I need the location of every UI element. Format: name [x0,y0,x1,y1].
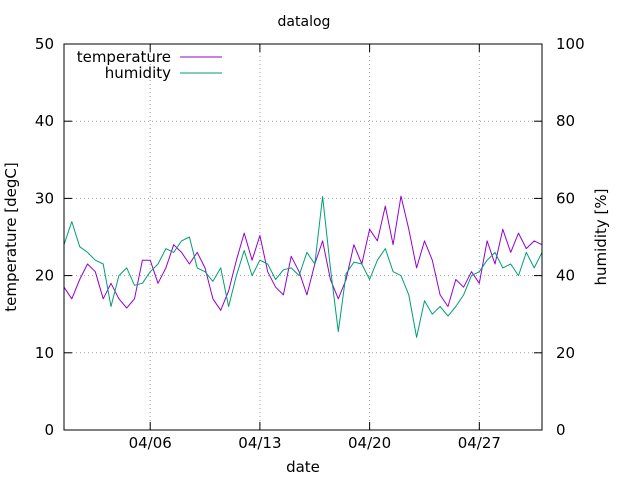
legend-label-temperature: temperature [77,48,171,66]
x-tick-label: 04/20 [348,434,391,452]
y2-tick-label: 20 [556,344,575,362]
y2-axis-title: humidity [%] [592,189,610,286]
y-tick-label: 50 [35,35,54,53]
series-line-humidity [63,196,543,338]
grid-layer [64,44,542,430]
y-axis-title: temperature [degC] [2,162,20,312]
legend: temperature humidity [77,48,222,82]
y-tick-label: 30 [35,189,54,207]
x-tick-label: 04/27 [458,434,501,452]
plot-border [63,43,543,431]
y2-tick-label: 40 [556,267,575,285]
x-axis-title: date [286,458,320,476]
y-tick-label: 20 [35,267,54,285]
series-line-temperature [63,195,543,311]
y-tick-label: 10 [35,344,54,362]
y-tick-label: 40 [35,112,54,130]
y2-tick-label: 100 [556,35,585,53]
legend-label-humidity: humidity [105,64,171,82]
x-tick-label: 04/13 [238,434,281,452]
series-layer [63,195,543,338]
x-tick-label: 04/06 [129,434,172,452]
y2-tick-label: 80 [556,112,575,130]
tick-layer: 04/06 04/13 04/20 04/27 0 10 20 30 40 50 0 20 40 60 80… [35,35,585,452]
y-tick-label: 0 [44,421,54,439]
chart-title: datalog [278,14,331,30]
y2-tick-label: 60 [556,189,575,207]
y2-tick-label: 0 [556,421,566,439]
